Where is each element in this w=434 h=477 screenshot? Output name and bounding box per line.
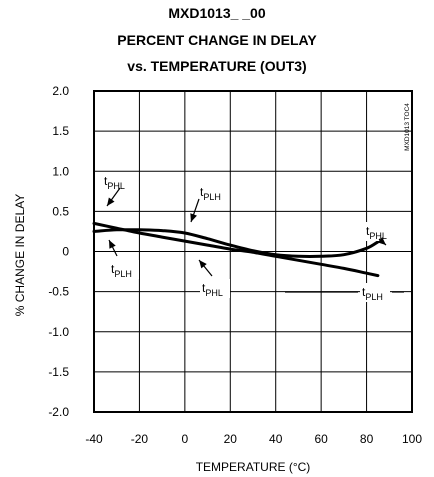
annotation-subscript: PHL — [369, 231, 387, 241]
annotation-bg — [360, 283, 390, 302]
chart-title-line-2: PERCENT CHANGE IN DELAY — [117, 32, 317, 48]
annotation-bg — [102, 172, 132, 191]
annotation-base: t — [104, 174, 108, 188]
y-tick-label: -2.0 — [48, 405, 69, 419]
y-tick-label: -1.0 — [48, 325, 69, 339]
series-layer — [92, 221, 380, 278]
annotation-bg — [198, 183, 228, 202]
annotation-arrowhead — [199, 260, 207, 269]
annotation-subscript: PLH — [365, 292, 383, 302]
annotation-bg — [109, 260, 139, 279]
annotation-label: tPHL — [202, 281, 223, 298]
annotation-arrowhead — [190, 213, 197, 222]
annotation-label: tPLH — [200, 185, 221, 202]
x-tick-label: 80 — [360, 432, 374, 446]
annotation-arrowhead — [107, 197, 115, 206]
annotation-base: t — [200, 185, 204, 199]
plot-frame — [93, 90, 413, 413]
x-tick-label: -20 — [131, 432, 149, 446]
annotation-subscript: PLH — [114, 269, 132, 279]
chart-title-line-3: vs. TEMPERATURE (OUT3) — [127, 58, 307, 74]
annotation-arrowhead — [377, 237, 386, 245]
annotation-label: tPHL — [104, 174, 125, 191]
annotation-base: t — [362, 285, 366, 299]
y-tick-label: 1.0 — [52, 164, 69, 178]
y-tick-label: 2.0 — [52, 84, 69, 98]
annotation-base: t — [202, 281, 206, 295]
y-tick-label: -0.5 — [48, 285, 69, 299]
x-tick-label: -40 — [85, 432, 103, 446]
annotation-subscript: PHL — [107, 181, 125, 191]
x-tick-label: 100 — [402, 432, 422, 446]
annotation-arrowhead — [109, 240, 116, 249]
series-line-tphl — [92, 221, 380, 278]
annotation-label: tPHL — [366, 224, 387, 241]
y-tick-label: -1.5 — [48, 365, 69, 379]
annotation-bg — [200, 279, 230, 298]
y-tick-label: 0 — [62, 245, 69, 259]
x-tick-label: 0 — [182, 432, 189, 446]
grid — [94, 91, 412, 412]
x-tick-label: 60 — [314, 432, 328, 446]
annotation-label: tPLH — [362, 285, 383, 302]
watermark-label: MXD1013 TOC4 — [404, 103, 411, 151]
annotation-bg — [364, 222, 394, 241]
annotation-base: t — [366, 224, 370, 238]
annotation-subscript: PHL — [205, 288, 223, 298]
x-axis-label: TEMPERATURE (°C) — [196, 460, 311, 474]
x-tick-label: 40 — [269, 432, 283, 446]
y-tick-label: 1.5 — [52, 124, 69, 138]
tick-labels: -40 -20 0 20 40 60 80 100 2.0 1.5 1.0 0.5 0 -0.5 -1.0 -… — [48, 84, 422, 446]
annotation-subscript: PLH — [203, 192, 221, 202]
annotation-base: t — [111, 262, 115, 276]
annotation-label: tPLH — [111, 262, 132, 279]
x-tick-label: 20 — [224, 432, 238, 446]
chart-title-line-1: MXD1013_ _00 — [168, 5, 266, 21]
series-line-tplh — [92, 228, 380, 259]
y-axis-label: % CHANGE IN DELAY — [13, 194, 27, 316]
y-tick-label: 0.5 — [52, 204, 69, 218]
